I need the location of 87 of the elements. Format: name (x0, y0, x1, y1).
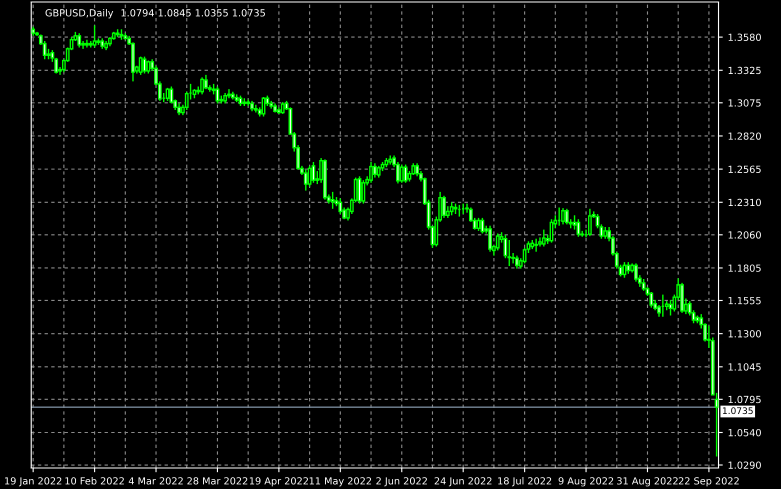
candlestick (550, 218, 554, 244)
ref-line-label: 1.0735 (722, 407, 753, 414)
x-tick-label: 28 Mar 2022 (187, 477, 248, 485)
candlestick (542, 228, 546, 248)
y-tick-label: 1.1805 (728, 264, 761, 272)
candlestick (120, 28, 124, 40)
candlestick (668, 299, 672, 316)
candlestick (564, 208, 569, 226)
candlestick (450, 202, 454, 216)
candlestick (454, 202, 458, 215)
y-tick-label: 1.2060 (728, 231, 761, 239)
x-tick-label: 31 Aug 2022 (617, 477, 678, 486)
candlestick (576, 218, 580, 238)
candlestick (384, 157, 388, 168)
candlestick (376, 165, 381, 178)
candlestick (142, 56, 146, 74)
candlestick (312, 161, 316, 184)
candlestick (192, 88, 196, 99)
candlestick (507, 239, 512, 267)
candlestick (77, 32, 82, 48)
candlestick (480, 217, 484, 234)
candlestick (534, 238, 538, 252)
x-tick-label: 9 Aug 2022 (558, 477, 614, 486)
candlestick (200, 76, 204, 96)
candlestick (538, 236, 542, 248)
candlestick (280, 101, 285, 115)
x-tick-label: 18 Jul 2022 (498, 477, 552, 486)
candlestick (388, 154, 392, 166)
candlestick (330, 191, 335, 210)
candlestick (369, 161, 373, 184)
candlestick (496, 232, 500, 252)
y-tick-label: 1.3580 (728, 34, 761, 41)
y-tick-label: 1.1555 (728, 297, 761, 304)
candlestick (626, 261, 630, 275)
candlestick (622, 261, 626, 278)
y-tick-label: 1.3075 (728, 99, 761, 107)
text: 1.0794 1.0845 1.0355 1.0735 (122, 9, 265, 17)
candlestick (603, 226, 608, 240)
y-tick-label: 1.2820 (728, 132, 761, 140)
candlestick (166, 87, 170, 102)
x-tick-label: 19 Apr 2022 (250, 477, 308, 486)
candlestick (400, 164, 404, 184)
candlestick (561, 207, 565, 226)
candlestick (223, 92, 228, 104)
candlestick (404, 164, 408, 184)
candlestick (177, 102, 181, 116)
candlestick (262, 96, 266, 118)
candlestick (476, 217, 480, 232)
text: GBPUSD,Daily (46, 8, 114, 18)
candlestick (361, 179, 366, 204)
candlestick (250, 100, 254, 112)
x-tick-label: 4 Mar 2022 (128, 477, 183, 485)
x-tick-label: 11 May 2022 (310, 477, 372, 486)
candlestick (308, 165, 312, 188)
candlestick (488, 225, 492, 252)
candlestick (588, 208, 592, 237)
candlestick (273, 102, 277, 114)
candlestick (442, 195, 446, 219)
y-tick-label: 1.2310 (728, 198, 761, 206)
candlestick (108, 36, 112, 47)
y-tick-label: 1.1300 (728, 330, 761, 338)
candlestick (100, 38, 104, 50)
x-tick-label: 19 Jan 2022 (5, 477, 62, 486)
candlestick (372, 162, 377, 178)
candlestick (649, 291, 654, 308)
y-tick-label: 1.2565 (728, 166, 761, 173)
y-tick-label: 1.1045 (728, 363, 761, 371)
candlestick (204, 74, 208, 90)
candlestick (358, 176, 362, 204)
candlestick (92, 24, 96, 48)
y-tick-label: 1.3325 (728, 66, 761, 74)
candlestick (146, 60, 150, 74)
y-tick-label: 1.0290 (728, 461, 761, 469)
candlestick (104, 40, 108, 51)
candlestick (515, 254, 519, 270)
candlestick (138, 56, 143, 76)
candlestick (216, 86, 220, 104)
candlestick (238, 94, 242, 107)
candlestick (304, 169, 308, 192)
x-tick-label: 10 Feb 2022 (65, 477, 124, 485)
x-tick-label: 22 Sep 2022 (678, 477, 739, 486)
candlestick (530, 239, 534, 250)
candlestick (338, 198, 342, 215)
y-tick-label: 1.0540 (728, 428, 761, 436)
x-tick-label: 24 Jun 2022 (434, 477, 492, 486)
x-tick-label: 2 Jun 2022 (376, 477, 427, 486)
y-tick-label: 1.0795 (728, 396, 761, 404)
